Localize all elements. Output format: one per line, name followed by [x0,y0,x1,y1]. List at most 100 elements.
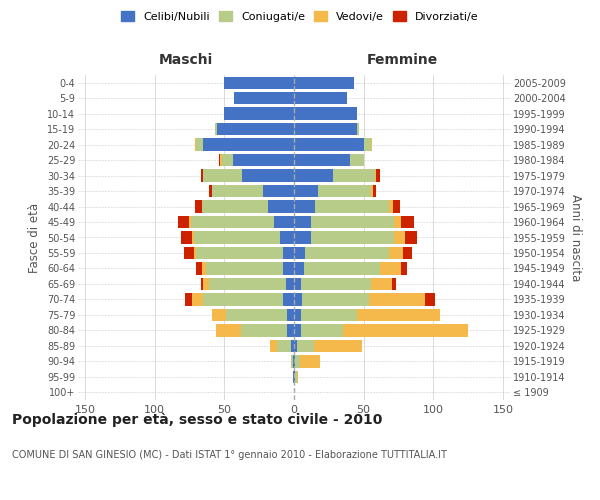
Bar [294,355,295,368]
Bar [194,247,196,259]
Bar [294,308,301,321]
Bar [291,355,293,368]
Bar [401,216,414,228]
Bar [403,247,412,259]
Bar [203,170,242,182]
Bar [371,185,373,198]
Bar [283,262,294,274]
Bar [192,232,194,243]
Bar [297,370,298,383]
Bar [389,200,393,212]
Bar [280,232,294,243]
Bar [200,170,203,182]
Bar [357,308,440,321]
Bar [268,200,294,212]
Text: Maschi: Maschi [159,54,213,68]
Bar [294,108,357,120]
Bar [212,185,263,198]
Bar [350,154,364,166]
Bar [294,324,301,336]
Bar [178,216,190,228]
Bar [203,278,209,290]
Bar [286,278,294,290]
Bar [295,355,299,368]
Bar [216,324,241,336]
Bar [371,278,392,290]
Bar [221,154,233,166]
Bar [380,262,401,274]
Bar [315,200,389,212]
Bar [364,138,371,151]
Bar [294,293,302,306]
Bar [190,216,191,228]
Bar [220,154,221,166]
Bar [209,185,212,198]
Bar [305,247,389,259]
Text: Femmine: Femmine [367,54,437,68]
Bar [311,216,394,228]
Bar [294,92,347,104]
Bar [294,247,305,259]
Bar [184,247,194,259]
Bar [209,278,286,290]
Bar [206,262,283,274]
Bar [185,293,192,306]
Bar [181,232,192,243]
Bar [203,293,283,306]
Bar [317,185,371,198]
Bar [314,340,362,352]
Bar [294,340,297,352]
Bar [297,340,314,352]
Text: COMUNE DI SAN GINESIO (MC) - Dati ISTAT 1° gennaio 2010 - Elaborazione TUTTITALI: COMUNE DI SAN GINESIO (MC) - Dati ISTAT … [12,450,447,460]
Bar [294,185,317,198]
Bar [375,170,376,182]
Bar [224,76,294,89]
Bar [299,355,320,368]
Bar [301,324,343,336]
Bar [406,232,416,243]
Bar [357,123,359,136]
Bar [294,138,364,151]
Bar [196,138,203,151]
Bar [283,247,294,259]
Bar [295,370,297,383]
Bar [376,170,380,182]
Bar [301,278,371,290]
Bar [294,76,354,89]
Bar [401,262,407,274]
Bar [343,324,468,336]
Bar [224,108,294,120]
Bar [234,92,294,104]
Bar [394,216,401,228]
Bar [283,293,294,306]
Bar [294,370,295,383]
Y-axis label: Anni di nascita: Anni di nascita [569,194,583,281]
Bar [373,185,376,198]
Bar [311,232,394,243]
Bar [202,262,206,274]
Bar [293,370,294,383]
Bar [293,355,294,368]
Bar [301,308,357,321]
Bar [191,216,274,228]
Bar [263,185,294,198]
Bar [196,247,283,259]
Bar [333,170,375,182]
Bar [203,138,294,151]
Bar [242,170,294,182]
Bar [226,308,287,321]
Bar [294,216,311,228]
Bar [369,293,425,306]
Bar [287,324,294,336]
Bar [192,293,203,306]
Bar [200,278,203,290]
Y-axis label: Fasce di età: Fasce di età [28,202,41,272]
Bar [425,293,435,306]
Bar [294,200,315,212]
Bar [389,247,403,259]
Bar [196,262,202,274]
Legend: Celibi/Nubili, Coniugati/e, Vedovi/e, Divorziati/e: Celibi/Nubili, Coniugati/e, Vedovi/e, Di… [118,8,482,25]
Bar [194,232,280,243]
Bar [294,232,311,243]
Bar [233,154,294,166]
